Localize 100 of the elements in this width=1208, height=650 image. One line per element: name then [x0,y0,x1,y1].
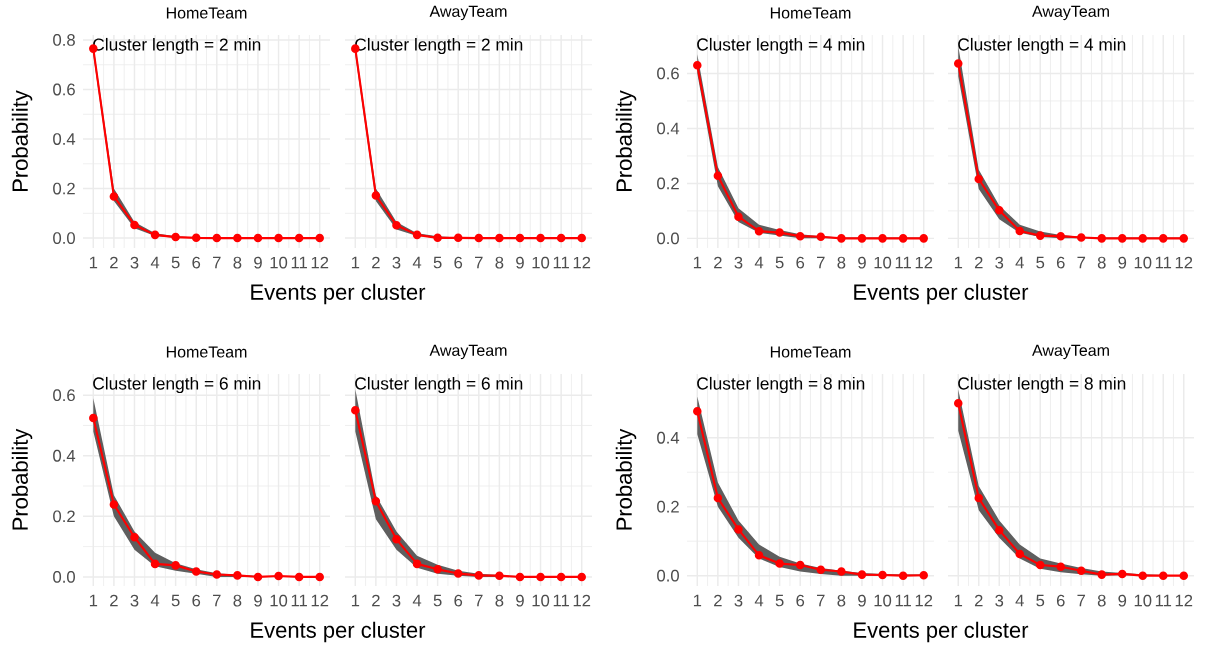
x-tick-label: 1 [954,594,963,607]
y-tick-label: 0.0 [53,571,75,583]
x-tick-label: 11 [1155,594,1172,607]
x-tick-label: 6 [192,594,201,607]
x-tick-label: 5 [171,256,180,269]
x-tick-label: 7 [475,256,483,269]
chart-title: AwayTeam [429,5,507,21]
x-tick-label: 4 [412,256,422,269]
y-tick-label: 0.2 [53,510,75,523]
x-tick-label: 10 [532,256,550,269]
x-tick-label: 2 [110,594,118,607]
x-tick-label: 3 [130,256,139,269]
x-tick-label: 11 [895,256,911,269]
x-tick-label: 5 [1036,256,1045,269]
x-tick-label: 11 [291,594,307,607]
annotation: Cluster length = 4 min [958,37,1126,55]
x-tick-label: 9 [516,256,524,269]
x-tick-label: 7 [1077,256,1086,269]
x-tick-label: 4 [1015,256,1024,269]
x-tick-label: 10 [874,594,892,607]
x-tick-label: 12 [1175,256,1193,269]
x-tick-label: 8 [233,594,242,607]
x-tick-label: 2 [714,594,722,607]
y-tick-label: 0.4 [657,431,680,444]
x-tick-label: 2 [974,594,983,607]
x-tick-label: 3 [734,256,743,269]
x-tick-label: 9 [254,594,262,607]
x-tick-label: 6 [454,594,463,607]
chart-title: HomeTeam [770,346,851,358]
y-tick-label: 0.6 [53,389,75,402]
x-tick-label: 3 [130,594,139,607]
x-tick-label: 5 [433,256,442,269]
x-tick-label: 7 [817,594,825,607]
x-tick-label: 6 [192,256,201,269]
x-tick-label: 3 [995,594,1004,607]
y-tick-label: 0.6 [53,83,75,96]
x-tick-label: 4 [754,256,764,269]
x-tick-label: 10 [270,594,288,607]
x-tick-label: 4 [150,256,160,269]
y-tick-label: 0.0 [657,569,679,582]
y-tick-label: 0.0 [657,232,679,245]
x-tick-label: 10 [1134,256,1152,269]
x-tick-label: 1 [351,594,360,607]
chart-title: HomeTeam [770,7,851,19]
y-tick-label: 0.4 [53,133,76,145]
annotation: Cluster length = 6 min [355,376,523,394]
x-tick-label: 12 [311,594,329,607]
x-axis-title: Events per cluster [854,621,1029,643]
y-tick-label: 0.8 [53,34,75,46]
x-tick-label: 2 [372,594,380,607]
annotation: Cluster length = 8 min [697,376,865,394]
y-tick-label: 0.6 [657,67,679,80]
x-tick-label: 9 [516,594,524,607]
x-tick-label: 8 [837,256,846,269]
x-tick-label: 10 [532,594,550,607]
x-axis-title: Events per cluster [251,283,426,305]
x-tick-label: 12 [1175,594,1193,607]
x-tick-label: 1 [89,256,98,269]
x-tick-label: 10 [1134,594,1152,607]
x-tick-label: 4 [150,594,160,607]
x-tick-label: 9 [1118,594,1127,607]
x-tick-label: 1 [954,256,963,269]
y-axis-title: Probability [11,428,33,530]
x-tick-label: 9 [858,256,866,269]
y-tick-label: 0.2 [53,182,75,195]
x-tick-label: 9 [254,256,262,269]
x-tick-label: 11 [553,594,569,607]
x-tick-label: 4 [412,594,422,607]
x-tick-label: 1 [693,594,702,607]
x-tick-label: 5 [775,256,784,269]
x-axis-title: Events per cluster [854,283,1029,305]
x-tick-label: 6 [796,256,805,269]
y-axis-title: Probability [615,428,637,530]
x-tick-label: 2 [372,256,380,269]
x-tick-label: 12 [573,256,591,269]
x-axis-title: Events per cluster [251,621,426,643]
x-tick-label: 3 [995,256,1004,269]
x-tick-label: 7 [213,594,221,607]
x-tick-label: 2 [110,256,118,269]
x-tick-label: 4 [754,594,764,607]
x-tick-label: 3 [392,594,401,607]
x-tick-label: 9 [1118,256,1127,269]
x-tick-label: 7 [213,256,221,269]
x-tick-label: 5 [171,594,180,607]
x-tick-label: 8 [1097,256,1106,269]
chart-title: HomeTeam [166,7,247,19]
y-tick-label: 0.0 [53,232,75,244]
x-tick-label: 11 [1155,256,1172,269]
x-tick-label: 3 [392,256,401,269]
x-tick-label: 12 [573,594,591,607]
x-tick-label: 7 [1077,594,1086,607]
x-tick-label: 12 [915,256,933,269]
x-tick-label: 1 [89,594,98,607]
x-tick-label: 8 [495,256,504,269]
x-tick-label: 6 [1056,594,1065,607]
chart-title: HomeTeam [166,346,247,358]
x-tick-label: 7 [817,256,825,269]
x-tick-label: 1 [351,256,360,269]
chart-title: AwayTeam [429,344,507,360]
x-tick-label: 11 [291,256,307,269]
